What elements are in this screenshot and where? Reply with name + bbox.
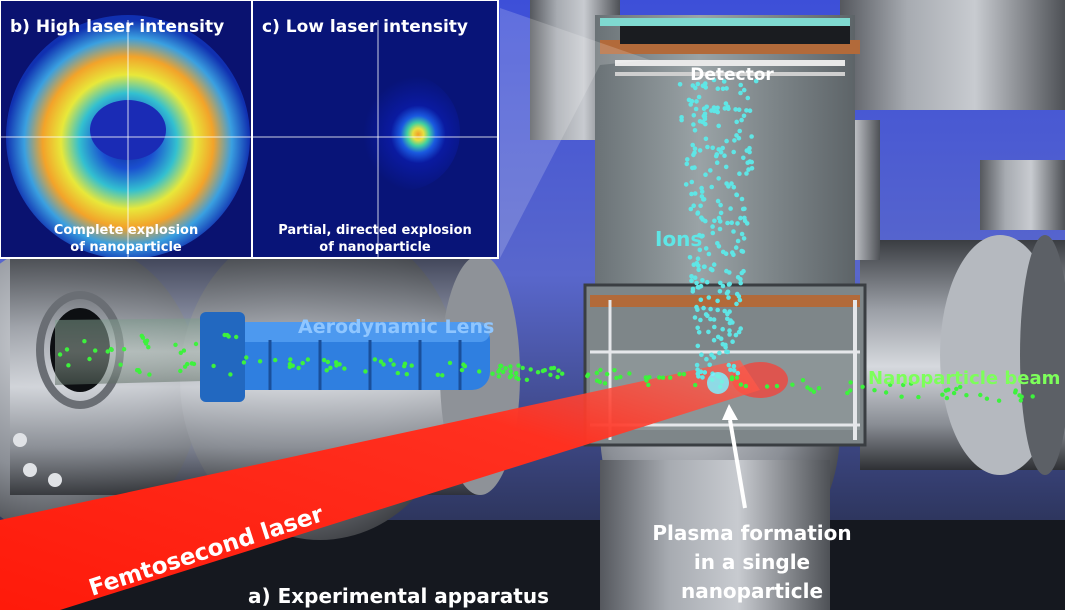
detector-label: Detector [690,65,774,85]
laser-beam [0,360,760,610]
apparatus-label: a) Experimental apparatus [248,584,549,608]
panel-c-caption-2: of nanoparticle [319,240,431,255]
panel-c-caption-1: Partial, directed explosion [278,223,472,238]
panel-c-title: c) Low laser intensity [262,17,468,37]
panel-b-title: b) High laser intensity [10,17,224,37]
nanoparticle-dots [57,332,1035,403]
panel-b-caption-2: of nanoparticle [70,240,182,255]
plasma-arrow [728,419,747,509]
ion-dots [677,77,759,380]
plasma-label-2: in a single [694,550,810,574]
ions-label: Ions [655,227,702,251]
beam-label: Nanoparticle beam [868,368,1060,389]
panel-b-caption-1: Complete explosion [54,223,198,238]
lens-label: Aerodynamic Lens [298,316,494,338]
plasma-label-1: Plasma formation [652,521,851,545]
plasma-label-3: nanoparticle [681,579,823,603]
